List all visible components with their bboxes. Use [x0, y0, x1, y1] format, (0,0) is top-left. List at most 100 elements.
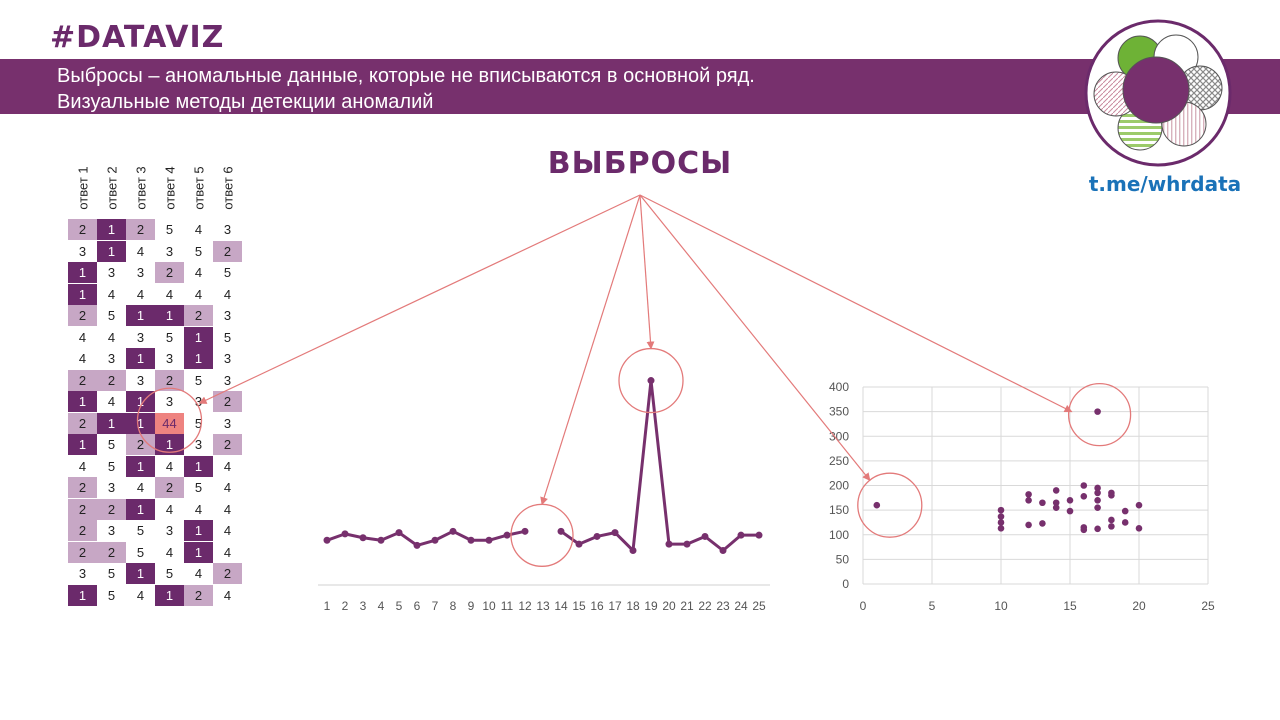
line-chart-tick-label: 8: [450, 599, 457, 613]
table-cell: 1: [97, 240, 126, 262]
table-cell: 1: [126, 305, 155, 326]
table-cell: 2: [213, 563, 242, 584]
table-cell: 3: [223, 415, 232, 431]
scatter-point: [1108, 492, 1115, 499]
scatter-point: [1121, 507, 1129, 515]
line-chart-point: [611, 529, 619, 537]
line-chart-tick-label: 12: [518, 599, 532, 613]
table-cell: 4: [165, 286, 174, 302]
line-chart-point: [683, 540, 691, 548]
line-chart-tick-label: 6: [414, 599, 421, 613]
table-cell: 1: [126, 498, 155, 520]
table-cell: 1: [126, 348, 155, 369]
line-chart-point: [323, 536, 331, 544]
scatter-x-tick-label: 25: [1201, 599, 1215, 613]
table-cell: 4: [136, 286, 145, 302]
line-chart-tick-label: 25: [752, 599, 766, 613]
table-cell: 2: [97, 541, 126, 563]
scatter-point: [1052, 487, 1060, 494]
telegram-link[interactable]: t.me/whrdata: [1088, 172, 1242, 196]
scatter-point: [1039, 520, 1046, 527]
scatter-y-tick-label: 50: [836, 552, 850, 566]
table-cell: 3: [194, 437, 203, 452]
table-cell: 1: [68, 584, 97, 606]
table-cell: 5: [165, 222, 174, 237]
outlier-circle: [510, 503, 574, 567]
table-cell: 4: [78, 329, 87, 345]
outlier-arrow: [639, 194, 1073, 413]
table-cell: 5: [136, 544, 145, 560]
line-chart-series: [560, 379, 759, 552]
table-cell: 5: [107, 587, 116, 603]
scatter-point: [1094, 496, 1101, 504]
main-title: ВЫБРОСЫ: [547, 146, 733, 181]
table-cell: 2: [97, 498, 126, 520]
line-chart-tick-label: 7: [432, 599, 439, 613]
table-cell: 4: [165, 544, 174, 560]
table-cell: 2: [213, 391, 242, 412]
table-cell: 5: [165, 329, 174, 345]
table-cell: 5: [194, 480, 203, 495]
table-cell: 1: [184, 348, 213, 369]
line-chart-tick-label: 2: [342, 599, 349, 613]
table-cell: 5: [194, 415, 203, 431]
scatter-point: [873, 501, 881, 509]
scatter-point: [1121, 519, 1129, 526]
scatter-point: [1052, 504, 1060, 511]
header-line-2: Визуальные методы детекции аномалий: [57, 91, 434, 113]
line-chart-tick-label: 14: [554, 599, 568, 613]
outlier-arrow: [540, 194, 641, 506]
table-cell: 1: [155, 584, 184, 606]
table-cell: 2: [68, 477, 97, 498]
table-cell: 5: [194, 243, 203, 259]
line-chart-point: [521, 527, 529, 535]
outlier-circle: [857, 472, 923, 538]
table-cell: 3: [165, 243, 174, 259]
table-cell: 1: [184, 326, 213, 348]
line-chart-point: [485, 536, 493, 544]
table-cell: 2: [213, 434, 242, 455]
line-chart-tick-label: 4: [378, 599, 385, 613]
table-cell: 3: [78, 566, 87, 581]
line-chart-tick-label: 24: [734, 599, 748, 613]
table-cell: 2: [126, 219, 155, 240]
scatter-point: [1108, 523, 1115, 530]
table-cell: 3: [107, 265, 116, 280]
table-cell: 2: [68, 412, 97, 434]
table-cell: 3: [223, 351, 232, 366]
table-cell: 4: [223, 480, 232, 495]
table-cell: 2: [184, 305, 213, 326]
table-cell: 4: [107, 286, 116, 302]
scatter-point: [1080, 493, 1088, 500]
scatter-point: [1039, 499, 1046, 507]
table-cell: 3: [136, 265, 145, 280]
scatter-y-tick-label: 300: [829, 429, 849, 443]
table-cell: 4: [165, 458, 174, 474]
table-cell: 4: [223, 286, 232, 302]
table-cell: 1: [68, 391, 97, 412]
table-cell: 2: [68, 219, 97, 240]
scatter-point: [1025, 496, 1032, 504]
table-cell: 3: [223, 308, 232, 323]
table-cell: 4: [136, 480, 145, 495]
table-cell: 2: [213, 240, 242, 262]
table-cell: 3: [136, 372, 145, 388]
table-cell: 2: [97, 369, 126, 391]
table-cell: 4: [223, 501, 232, 517]
table-cell: 3: [194, 394, 203, 409]
table-cell: 1: [126, 455, 155, 477]
table-cell: 4: [78, 458, 87, 474]
table-cell: 4: [194, 286, 203, 302]
line-chart-point: [701, 532, 709, 540]
scatter-point: [997, 506, 1005, 514]
scatter-point: [997, 525, 1005, 532]
scatter-point: [997, 519, 1005, 526]
line-chart-tick-label: 18: [626, 599, 640, 613]
hashtag-title: #DATAVIZ: [50, 20, 225, 55]
line-chart-tick-label: 13: [536, 599, 550, 613]
table-cell: 2: [68, 541, 97, 563]
scatter-point: [1025, 521, 1032, 529]
scatter-x-tick-label: 5: [929, 599, 936, 613]
table-cell: 1: [184, 520, 213, 541]
outlier-circle: [136, 387, 203, 453]
